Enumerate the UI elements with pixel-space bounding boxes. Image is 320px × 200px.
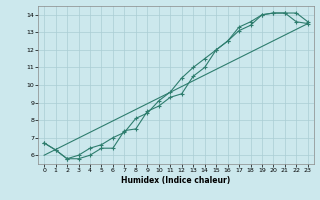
X-axis label: Humidex (Indice chaleur): Humidex (Indice chaleur) xyxy=(121,176,231,185)
